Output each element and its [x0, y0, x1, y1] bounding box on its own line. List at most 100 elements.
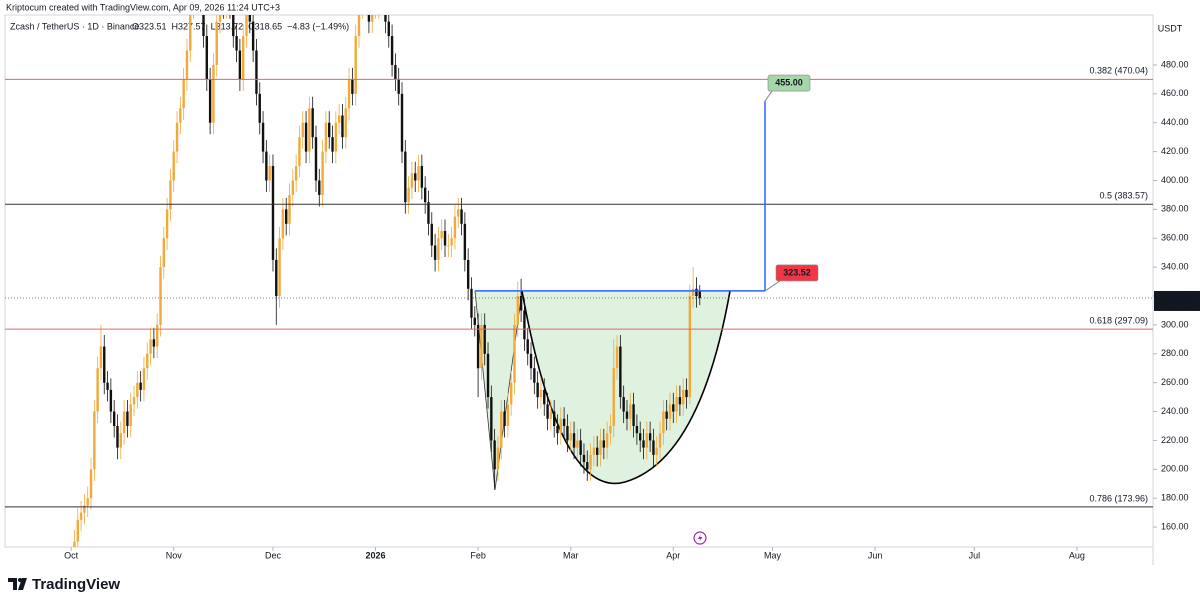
candle-body: [93, 411, 96, 470]
candle-body: [311, 108, 314, 138]
candle-body: [314, 137, 318, 181]
candle-body: [146, 353, 149, 369]
candle-body: [347, 79, 351, 109]
candle-body: [635, 425, 639, 434]
candle-body: [476, 324, 480, 369]
y-tick-label: 240.00: [1161, 406, 1189, 416]
y-tick-label: 220.00: [1161, 435, 1189, 445]
candle-body: [612, 368, 615, 426]
candle-body: [248, 15, 252, 22]
x-tick-label: Jun: [868, 550, 883, 560]
neckline-callout: [764, 280, 781, 292]
y-tick-label: 400.00: [1161, 175, 1189, 185]
candle-body: [367, 15, 371, 22]
candle-body: [76, 519, 79, 542]
candle-body: [410, 173, 414, 188]
candle-body: [440, 231, 443, 239]
candle-body: [334, 122, 338, 152]
candle-body: [212, 64, 215, 123]
candle-body: [622, 397, 625, 412]
candle-body: [136, 382, 139, 398]
candle-body: [447, 245, 450, 247]
logo-icon: [8, 578, 27, 590]
candle-body: [275, 259, 278, 297]
candle-body: [619, 346, 622, 398]
target-box: [767, 74, 811, 92]
x-tick-label: Nov: [166, 550, 183, 560]
candle-body: [304, 122, 308, 152]
candle-body: [691, 288, 695, 297]
x-tick-label: Oct: [64, 550, 79, 560]
event-icon: [693, 531, 707, 545]
ohlc-legend: O323.51 H327.57 L313.72 C318.65 −4.83 (−1.49…: [132, 21, 349, 31]
candle-body: [443, 231, 447, 246]
legend-value: O323.51: [132, 21, 167, 31]
candle-body: [172, 151, 175, 181]
candle-body: [662, 411, 665, 434]
candle-body: [417, 166, 420, 181]
neckline-box: [775, 264, 819, 282]
candle-body: [556, 425, 559, 434]
legend-value: L313.72: [211, 21, 244, 31]
candle-body: [592, 447, 596, 455]
credit: Kriptocum created with TradingView.com, …: [6, 2, 280, 12]
candle-body: [493, 440, 496, 470]
candle-body: [119, 433, 122, 448]
y-tick-label: 300.00: [1161, 319, 1189, 329]
candle-body: [639, 433, 642, 441]
candle-body: [658, 433, 662, 448]
candle-body: [500, 411, 503, 448]
candle-body: [96, 368, 99, 412]
candle-body: [480, 324, 483, 369]
candle-body: [509, 382, 513, 405]
candle-body: [536, 382, 539, 398]
candle-body: [665, 411, 668, 419]
y-tick-label: 180.00: [1161, 493, 1189, 503]
candle-body: [298, 137, 301, 167]
candle-body: [324, 122, 328, 152]
y-tick-label: 260.00: [1161, 377, 1189, 387]
candle-body: [271, 166, 275, 260]
candle-body: [602, 440, 606, 448]
candle-body: [652, 440, 655, 455]
candle-body: [648, 433, 652, 441]
y-tick-label: 160.00: [1161, 521, 1189, 531]
fib-label: 0.618 (297.09): [1089, 315, 1148, 325]
y-tick-label: 200.00: [1161, 464, 1189, 474]
symbol: Zcash / TetherUS · 1D · Binance: [10, 21, 139, 31]
candle-body: [562, 418, 566, 426]
candle-body: [126, 411, 129, 426]
candle-body: [668, 404, 672, 419]
candle-body: [529, 353, 533, 369]
candle-body: [215, 21, 218, 65]
candle-body: [586, 462, 589, 470]
candle-body: [384, 15, 387, 22]
candle-body: [490, 397, 493, 441]
candle-body: [579, 440, 582, 455]
y-tick-label: 460.00: [1161, 88, 1189, 98]
candle-body: [672, 404, 675, 412]
last-price-box: [1154, 290, 1200, 311]
candle-body: [83, 505, 86, 513]
candle-body: [278, 238, 281, 297]
candle-body: [337, 115, 341, 123]
candle-body: [407, 187, 410, 203]
candle-body: [506, 404, 510, 426]
candle-body: [265, 151, 268, 181]
candle-body: [169, 180, 172, 210]
candle-body: [357, 15, 361, 37]
y-tick-label: 440.00: [1161, 117, 1189, 127]
candle-body: [328, 122, 331, 138]
candle-body: [258, 93, 261, 123]
candle-body: [460, 209, 463, 224]
candle-body: [79, 512, 83, 520]
candle-body: [453, 216, 457, 239]
x-tick-label: Mar: [563, 550, 579, 560]
candle-body: [486, 353, 490, 398]
candle-body: [552, 411, 556, 426]
last-price-label: 318.65: [1158, 291, 1186, 301]
candle-body: [155, 324, 159, 347]
candle-body: [238, 50, 242, 80]
y-tick-label: 480.00: [1161, 59, 1189, 69]
